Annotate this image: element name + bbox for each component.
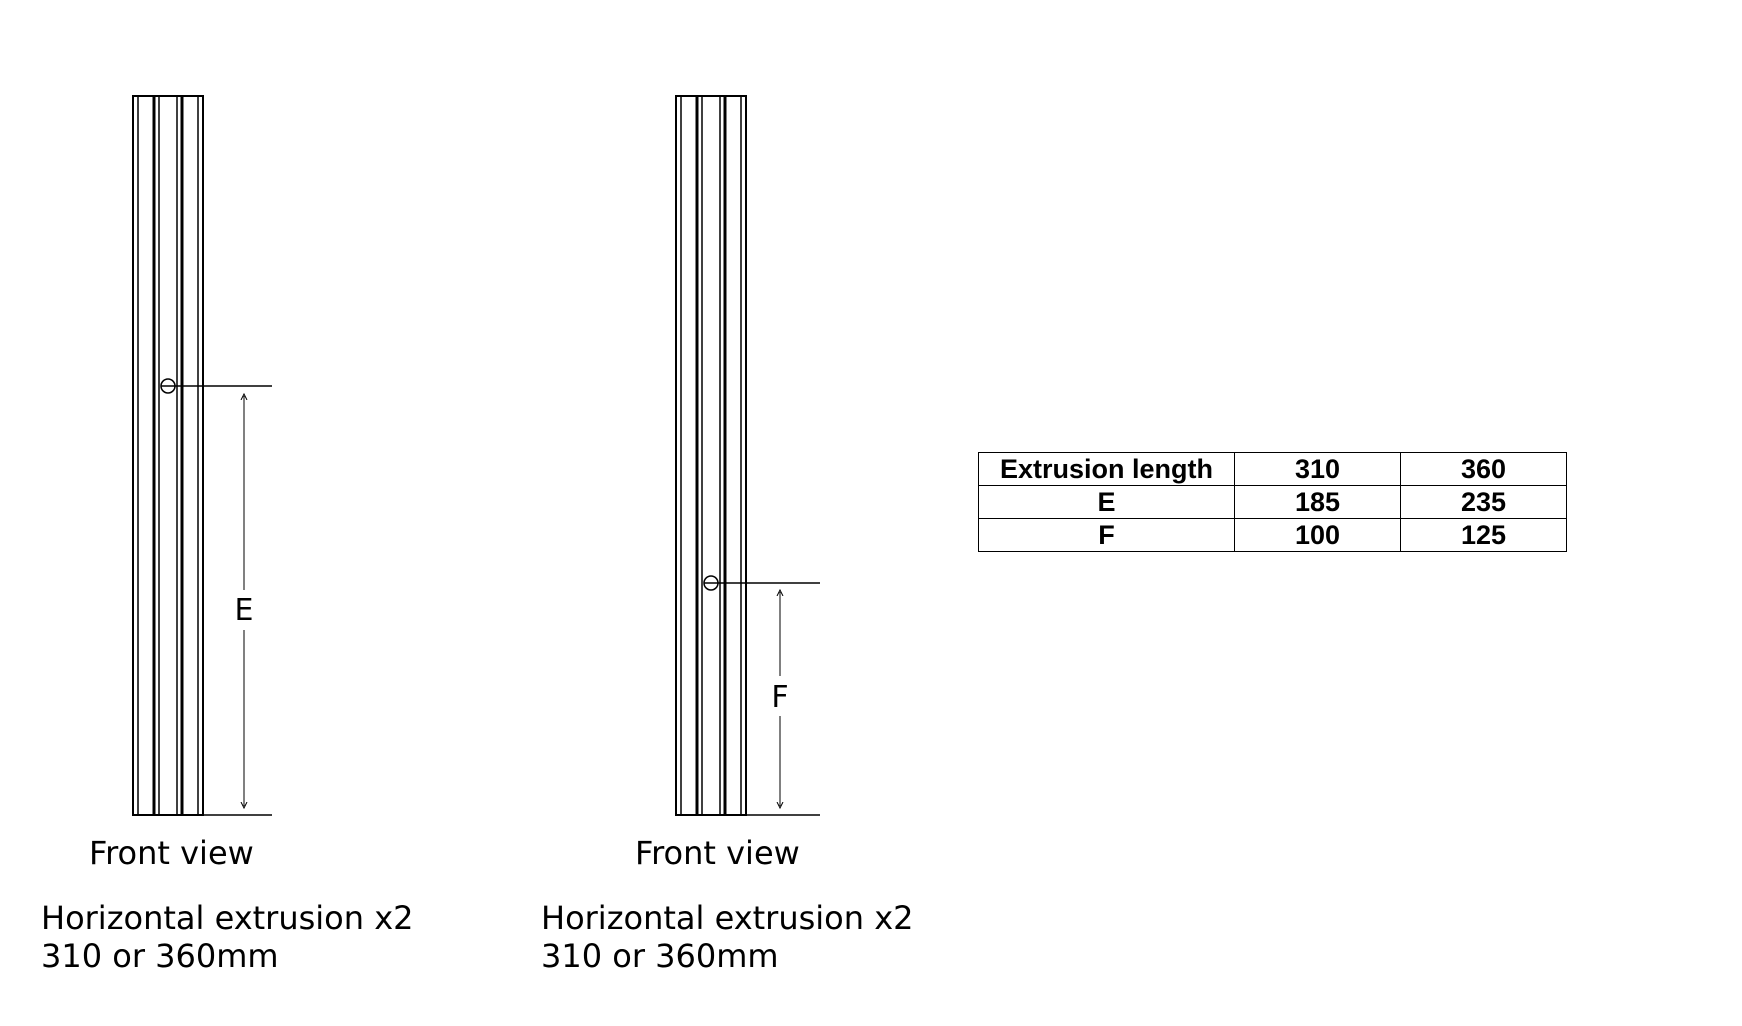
caption-left-line2: 310 or 360mm: [41, 937, 279, 975]
extrusion-left: [132, 95, 204, 816]
table-cell: Extrusion length: [978, 452, 1235, 486]
table-row: E 185 235: [978, 485, 1567, 519]
table-cell: 360: [1400, 452, 1567, 486]
dimension-e-label: E: [235, 593, 254, 628]
table-cell: E: [978, 485, 1235, 519]
table-row: Extrusion length 310 360: [978, 452, 1567, 486]
table-cell: 235: [1400, 485, 1567, 519]
caption-right-line1: Horizontal extrusion x2: [541, 899, 914, 937]
extrusion-right: [675, 95, 747, 816]
table-cell: 125: [1400, 518, 1567, 552]
dimension-f: F: [771, 592, 789, 806]
dimension-table: Extrusion length 310 360 E 185 235 F 100…: [978, 452, 1567, 552]
view-label-right: Front view: [635, 834, 800, 872]
table-cell: F: [978, 518, 1235, 552]
dimension-f-label: F: [771, 680, 788, 715]
view-label-left: Front view: [89, 834, 254, 872]
hole-marker-left: [160, 378, 272, 816]
table-cell: 185: [1234, 485, 1401, 519]
hole-marker-right: [703, 575, 820, 816]
table-cell: 100: [1234, 518, 1401, 552]
table-row: F 100 125: [978, 518, 1567, 552]
table-cell: 310: [1234, 452, 1401, 486]
dimension-e: E: [235, 396, 254, 806]
caption-right-line2: 310 or 360mm: [541, 937, 779, 975]
caption-left-line1: Horizontal extrusion x2: [41, 899, 414, 937]
